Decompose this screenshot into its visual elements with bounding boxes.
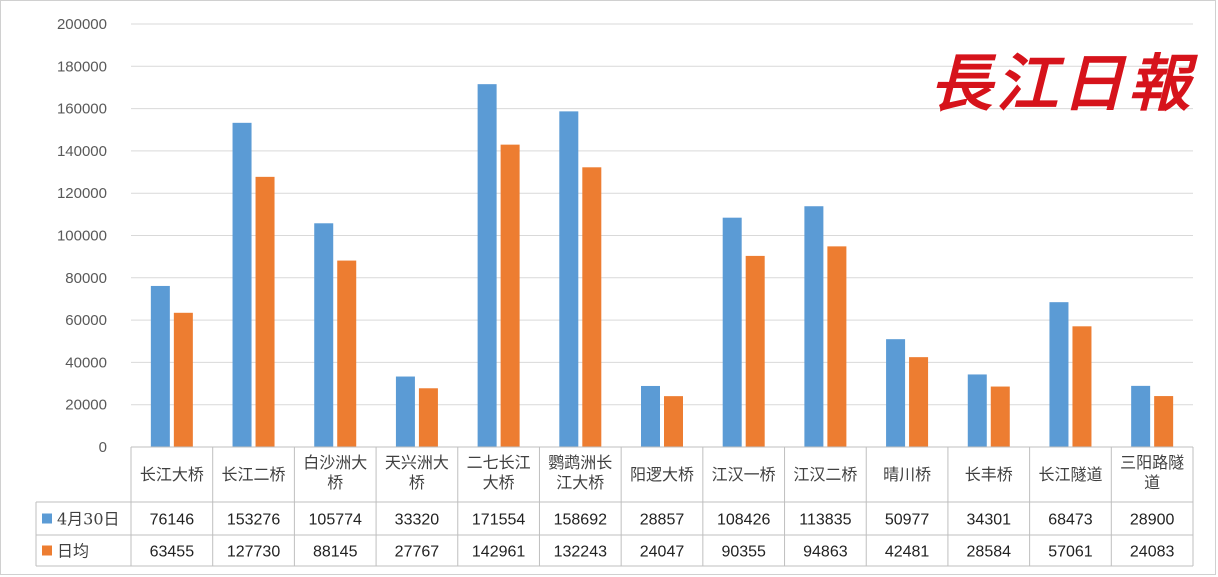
data-table-value: 28900 bbox=[1130, 512, 1175, 529]
category-label: 长江隧道 bbox=[1038, 465, 1102, 484]
data-table-value: 158692 bbox=[554, 512, 607, 529]
y-tick-label: 160000 bbox=[57, 101, 107, 118]
bar-daily-avg bbox=[1154, 396, 1174, 447]
category-label: 长丰桥 bbox=[965, 465, 1013, 484]
y-tick-label: 120000 bbox=[57, 185, 107, 202]
data-table-value: 42481 bbox=[885, 544, 930, 561]
bar-apr30 bbox=[641, 385, 660, 447]
data-table-value: 24047 bbox=[640, 544, 685, 561]
category-label: 江汉一桥 bbox=[712, 465, 776, 484]
bar-daily-avg bbox=[173, 312, 193, 447]
bar-apr30 bbox=[559, 111, 579, 447]
bar-apr30 bbox=[150, 285, 170, 447]
data-table-value: 28857 bbox=[640, 512, 685, 529]
data-table-value: 50977 bbox=[885, 512, 930, 529]
data-table-value: 57061 bbox=[1048, 544, 1093, 561]
bar-daily-avg bbox=[582, 167, 602, 447]
category-label: 白沙洲大 bbox=[303, 453, 367, 472]
bar-apr30 bbox=[395, 376, 415, 447]
bar-apr30 bbox=[1049, 302, 1069, 447]
bar-daily-avg bbox=[255, 176, 275, 447]
category-label: 桥 bbox=[409, 473, 425, 492]
legend-swatch bbox=[42, 545, 52, 556]
y-tick-label: 40000 bbox=[65, 354, 107, 371]
data-table: 长江大桥 长江二桥白沙洲大桥天兴洲大桥二七长江大桥鹦鹉洲长江大桥 阳逻大桥 江汉一桥江… bbox=[35, 446, 1194, 567]
bar-apr30 bbox=[1131, 385, 1151, 447]
data-table-value: 68473 bbox=[1048, 512, 1093, 529]
data-table-value: 63455 bbox=[150, 544, 195, 561]
data-table-value: 127730 bbox=[227, 544, 280, 561]
y-tick-label: 60000 bbox=[65, 312, 107, 329]
y-tick-label: 200000 bbox=[57, 16, 107, 33]
newspaper-logo: 長江日報 bbox=[930, 47, 1198, 120]
bar-daily-avg bbox=[418, 388, 438, 447]
bar-daily-avg bbox=[664, 396, 683, 447]
data-table-value: 132243 bbox=[554, 544, 607, 561]
bar-apr30 bbox=[804, 206, 824, 447]
category-label: 二七长江 bbox=[467, 453, 531, 472]
y-tick-label: 100000 bbox=[57, 228, 107, 245]
category-label: 大桥 bbox=[483, 473, 515, 492]
category-label: 长江二桥 bbox=[222, 465, 286, 484]
data-table-value: 90355 bbox=[721, 544, 766, 561]
data-table-value: 33320 bbox=[395, 512, 440, 529]
bar-daily-avg bbox=[990, 386, 1010, 447]
data-table-value: 105774 bbox=[309, 512, 362, 529]
y-tick-label: 0 bbox=[99, 439, 107, 456]
data-table-value: 76146 bbox=[150, 512, 195, 529]
y-tick-label: 140000 bbox=[57, 143, 107, 160]
category-label: 鹦鹉洲长 bbox=[548, 453, 612, 472]
bar-apr30 bbox=[967, 374, 987, 447]
data-table-value: 153276 bbox=[227, 512, 280, 529]
data-table-value: 94863 bbox=[803, 544, 848, 561]
data-table-value: 171554 bbox=[472, 512, 525, 529]
category-label: 长江大桥 bbox=[140, 465, 204, 484]
bar-daily-avg bbox=[827, 246, 847, 447]
legend-label: 4月30日 bbox=[57, 510, 120, 529]
y-tick-label: 180000 bbox=[57, 58, 107, 75]
category-label: 江汉二桥 bbox=[793, 465, 857, 484]
y-tick-label: 20000 bbox=[65, 397, 107, 414]
data-table-value: 113835 bbox=[799, 512, 851, 529]
bar-daily-avg bbox=[745, 255, 765, 447]
category-label: 天兴洲大 bbox=[385, 453, 449, 472]
bar-daily-avg bbox=[1072, 326, 1092, 447]
data-table-value: 34301 bbox=[967, 512, 1012, 529]
category-label: 道 bbox=[1144, 473, 1160, 492]
bar-daily-avg bbox=[500, 144, 520, 447]
legend-swatch bbox=[42, 513, 52, 524]
y-axis-ticks: 0 20000 40000 60000 80000 100000 120000 140000 1… bbox=[57, 16, 107, 456]
data-table-value: 24083 bbox=[1130, 544, 1175, 561]
category-label: 桥 bbox=[327, 473, 343, 492]
data-table-value: 28584 bbox=[967, 544, 1012, 561]
data-table-value: 27767 bbox=[395, 544, 440, 561]
bar-apr30 bbox=[477, 84, 497, 447]
category-label: 三阳路隧 bbox=[1120, 453, 1184, 472]
legend-label: 日均 bbox=[57, 542, 89, 561]
bar-daily-avg bbox=[909, 357, 929, 447]
bars bbox=[150, 84, 1174, 447]
y-tick-label: 80000 bbox=[65, 270, 107, 287]
bar-apr30 bbox=[314, 223, 334, 447]
bar-apr30 bbox=[722, 217, 742, 447]
data-table-value: 108426 bbox=[717, 512, 770, 529]
data-table-value: 88145 bbox=[313, 544, 358, 561]
category-label: 阳逻大桥 bbox=[630, 465, 694, 484]
bar-daily-avg bbox=[337, 260, 357, 447]
bar-apr30 bbox=[886, 339, 906, 447]
bar-apr30 bbox=[232, 122, 252, 447]
category-label: 江大桥 bbox=[556, 473, 604, 492]
category-label: 晴川桥 bbox=[883, 465, 931, 484]
data-table-value: 142961 bbox=[472, 544, 525, 561]
